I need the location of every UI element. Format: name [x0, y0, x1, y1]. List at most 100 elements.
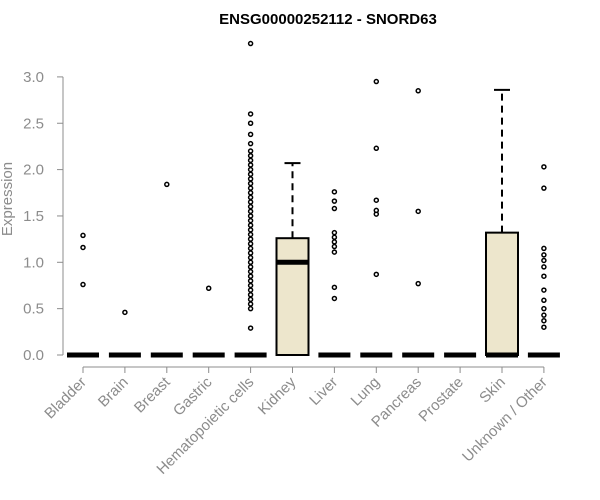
box-liver	[318, 189, 351, 358]
outlier-point	[247, 325, 254, 331]
y-tick-label: 1.0	[23, 254, 44, 271]
outlier-point	[247, 278, 254, 284]
outlier-point	[247, 194, 254, 201]
outlier-point	[373, 145, 380, 152]
outlier-point	[247, 148, 254, 154]
outlier-point	[541, 317, 547, 324]
outlier-point	[331, 189, 338, 195]
box-pancreas	[402, 88, 435, 358]
outlier-point	[247, 241, 254, 247]
outlier-point	[331, 284, 338, 291]
outlier-point	[415, 88, 421, 94]
outlier-point	[331, 205, 338, 212]
outlier-point	[415, 280, 421, 287]
outlier-point	[331, 295, 338, 302]
box-rect	[275, 237, 310, 356]
box-skin	[485, 88, 519, 358]
box-group	[67, 40, 560, 358]
outlier-point	[247, 291, 254, 298]
outlier-point	[247, 264, 254, 270]
box-gastric	[192, 285, 225, 358]
y-axis: 0.0 0.5 1.0 1.5 2.0 2.5 3.0	[23, 69, 64, 364]
outlier-point	[247, 162, 254, 168]
x-tick-label: Kidney	[255, 373, 300, 418]
outlier-point	[247, 282, 254, 289]
outlier-point	[373, 271, 380, 278]
outlier-point	[247, 245, 254, 252]
outlier-point	[247, 222, 254, 228]
outlier-point	[247, 217, 254, 224]
outlier-point	[247, 171, 254, 177]
outlier-point	[541, 324, 547, 330]
outlier-point	[247, 131, 254, 138]
outlier-point	[541, 164, 547, 170]
outlier-point	[247, 190, 254, 196]
outlier-point	[247, 140, 254, 147]
outlier-point	[373, 207, 380, 214]
outlier-point	[331, 239, 338, 245]
x-tick-label: Prostate	[415, 374, 467, 426]
outlier-point	[331, 243, 338, 250]
outlier-point	[247, 111, 254, 117]
outlier-point	[541, 252, 547, 258]
outlier-point	[331, 198, 338, 204]
box-bladder	[67, 232, 99, 358]
outlier-point	[247, 120, 254, 126]
y-tick-label: 2.5	[23, 115, 44, 132]
outlier-point	[331, 229, 338, 236]
outlier-point	[247, 273, 254, 279]
x-tick-label: Lung	[348, 374, 384, 410]
y-tick-label: 1.5	[23, 208, 44, 225]
outlier-point	[247, 254, 254, 261]
box-brain	[108, 309, 141, 358]
x-tick-label: Brain	[95, 374, 132, 411]
outlier-point	[122, 309, 128, 316]
outlier-point	[247, 301, 254, 307]
outlier-point	[541, 297, 547, 304]
outlier-point	[247, 166, 254, 173]
outlier-point	[247, 203, 254, 210]
y-axis-label: Expression	[0, 162, 16, 236]
x-tick-label: Liver	[306, 374, 341, 409]
outlier-point	[247, 287, 254, 293]
outlier-point	[541, 264, 547, 270]
outlier-point	[247, 176, 254, 182]
x-tick-label: Skin	[476, 374, 509, 407]
outlier-point	[331, 234, 338, 241]
outlier-point	[247, 185, 254, 191]
outlier-point	[247, 199, 254, 205]
outlier-point	[247, 152, 254, 159]
outlier-point	[247, 208, 254, 215]
outlier-point	[247, 305, 254, 312]
outlier-point	[247, 236, 254, 242]
outlier-point	[541, 287, 547, 293]
outlier-point	[247, 180, 254, 187]
y-tick-label: 0.0	[23, 347, 44, 364]
outlier-point	[541, 305, 547, 312]
outlier-point	[80, 244, 86, 251]
outlier-point	[541, 185, 547, 191]
outlier-point	[247, 40, 254, 47]
x-tick-label: Breast	[131, 373, 174, 416]
y-tick-label: 0.5	[23, 301, 44, 318]
outlier-point	[541, 257, 547, 264]
outlier-point	[247, 227, 254, 233]
outlier-point	[247, 213, 254, 219]
outlier-point	[247, 157, 254, 164]
box-unknown-other	[527, 164, 560, 358]
box-rect	[485, 231, 519, 356]
box-breast	[150, 181, 183, 358]
outlier-point	[247, 231, 254, 238]
outlier-point	[80, 281, 86, 288]
outlier-point	[164, 181, 170, 188]
outlier-point	[415, 208, 421, 215]
outlier-point	[247, 250, 254, 256]
y-tick-label: 3.0	[23, 69, 44, 86]
outlier-point	[373, 78, 380, 85]
outlier-point	[331, 249, 338, 255]
outlier-point	[541, 273, 547, 279]
outlier-point	[247, 268, 254, 275]
outlier-point	[205, 285, 212, 292]
